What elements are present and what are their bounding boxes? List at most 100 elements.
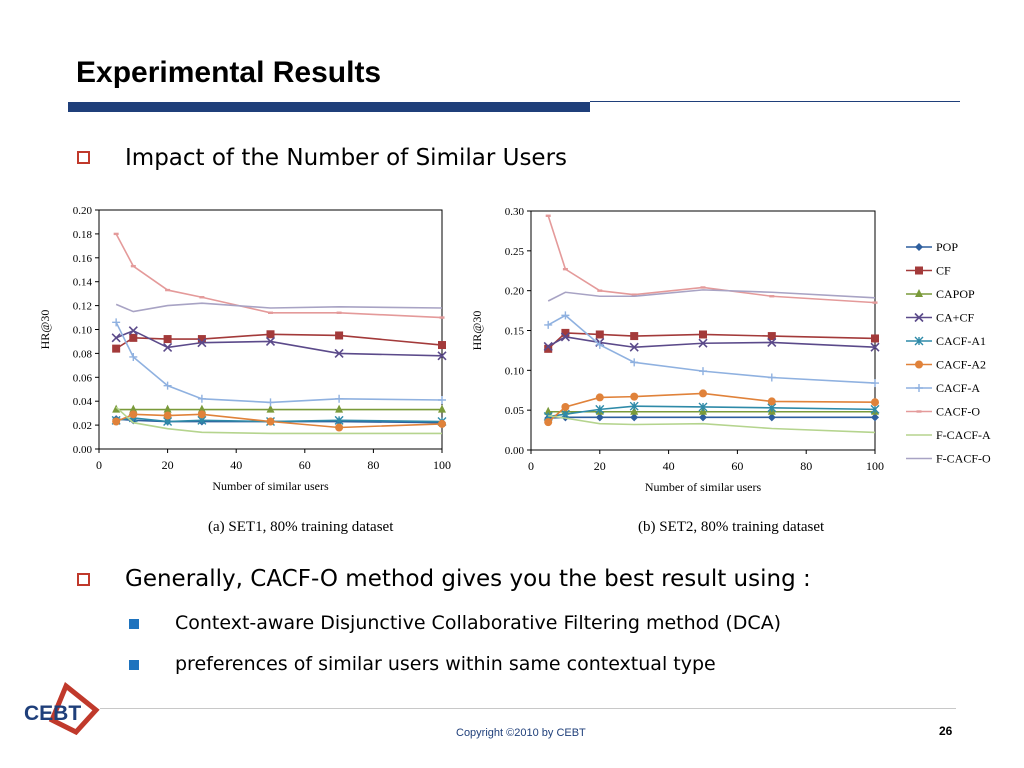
legend-marker: [915, 289, 923, 297]
data-point: [111, 333, 121, 343]
data-point: [767, 337, 777, 348]
data-point: [165, 288, 171, 292]
legend-item: CAPOP: [906, 287, 975, 301]
bullet-generally: Generally, CACF-O method gives you the b…: [125, 566, 811, 592]
y-tick-label: 0.20: [73, 205, 93, 217]
data-point: [699, 389, 707, 398]
series-cf: [112, 330, 446, 353]
legend-marker: [914, 312, 924, 323]
y-tick-label: 0.05: [505, 405, 525, 417]
x-tick-label: 40: [663, 459, 675, 473]
x-tick-label: 20: [162, 458, 174, 472]
legend-item: CACF-A: [906, 381, 980, 395]
data-point: [630, 392, 639, 401]
data-point: [767, 413, 776, 422]
series-capop: [112, 404, 446, 413]
data-point: [163, 335, 172, 344]
y-tick-label: 0.10: [73, 325, 93, 337]
data-point: [113, 232, 119, 236]
data-point: [197, 335, 206, 344]
sub-bullet-preferences: preferences of similar users within same…: [175, 653, 716, 675]
x-tick-label: 40: [230, 458, 242, 472]
data-point: [163, 381, 172, 390]
data-point: [544, 344, 553, 353]
data-point: [163, 404, 172, 413]
data-point: [163, 411, 172, 420]
bullet-box-icon: [77, 151, 90, 164]
series-f-cacf-a: [548, 414, 876, 434]
data-point: [335, 394, 344, 403]
legend-label: CACF-A1: [936, 334, 986, 348]
x-tick-label: 100: [866, 459, 884, 473]
chart-legend: POP CF CAPOP CA+CF CACF-A1 CACF-A2 CACF-A CACF-…: [906, 240, 991, 466]
square-bullet-icon: [129, 660, 139, 670]
y-tick-label: 0.16: [73, 253, 93, 265]
data-point: [335, 423, 344, 432]
logo-arrow-icon: [48, 681, 100, 736]
series-f-cacf-a: [115, 406, 442, 435]
data-point: [698, 402, 708, 412]
legend-item: F-CACF-A: [906, 428, 991, 442]
data-point: [767, 397, 776, 406]
legend-label: CACF-A: [936, 381, 980, 395]
data-point: [544, 406, 553, 415]
data-point: [199, 296, 205, 299]
data-point: [335, 331, 344, 340]
bullet-box-icon: [77, 573, 90, 586]
footer-rule: [100, 708, 956, 709]
data-point: [595, 404, 605, 414]
y-tick-label: 0.00: [505, 445, 525, 457]
data-point: [631, 293, 637, 296]
chart-caption-set2: (b) SET2, 80% training dataset: [638, 519, 825, 535]
series-line: [548, 414, 876, 434]
data-point: [543, 341, 553, 351]
x-tick-label: 0: [96, 458, 102, 472]
data-point: [438, 404, 446, 413]
x-tick-label: 60: [299, 458, 311, 472]
sub-bullet-dca: Context-aware Disjunctive Collaborative …: [175, 612, 782, 634]
data-point: [544, 418, 553, 427]
data-point: [437, 351, 447, 361]
series-cf: [544, 328, 879, 353]
data-point: [266, 398, 275, 407]
data-point: [630, 406, 639, 415]
data-point: [561, 311, 570, 320]
legend-item: CF: [906, 264, 951, 278]
x-tick-label: 0: [528, 459, 534, 473]
data-point: [266, 330, 275, 339]
data-point: [561, 402, 570, 411]
data-point: [163, 342, 173, 352]
data-point: [700, 286, 706, 289]
data-point: [112, 404, 121, 413]
data-point: [871, 413, 879, 422]
series-cacf-o: [113, 232, 445, 319]
slide-title: Experimental Results: [76, 56, 382, 89]
data-point: [560, 409, 570, 419]
data-point: [560, 332, 570, 342]
copyright-text: Copyright ©2010 by CEBT: [456, 727, 586, 739]
data-point: [438, 396, 446, 405]
legend-marker: [915, 384, 923, 392]
page-number: 26: [939, 724, 953, 738]
legend-marker: [915, 243, 923, 251]
plot-area: [98, 209, 443, 450]
data-point: [335, 404, 344, 413]
legend-marker: [914, 336, 924, 346]
data-point: [129, 352, 138, 361]
y-tick-label: 0.15: [505, 326, 525, 338]
data-point: [112, 344, 121, 353]
y-tick-label: 0.14: [73, 277, 93, 289]
data-point: [630, 413, 639, 422]
data-point: [438, 341, 446, 350]
x-axis-label: Number of similar users: [645, 480, 762, 494]
series-f-cacf-o: [547, 289, 876, 302]
data-point: [562, 267, 568, 271]
y-axis-label: HR@30: [38, 310, 52, 350]
y-tick-label: 0.04: [73, 396, 93, 408]
data-point: [699, 367, 707, 376]
data-point: [334, 348, 344, 358]
data-point: [630, 358, 639, 367]
y-tick-label: 0.12: [73, 301, 92, 313]
data-point: [871, 398, 879, 407]
title-rule-thin: [590, 101, 960, 102]
